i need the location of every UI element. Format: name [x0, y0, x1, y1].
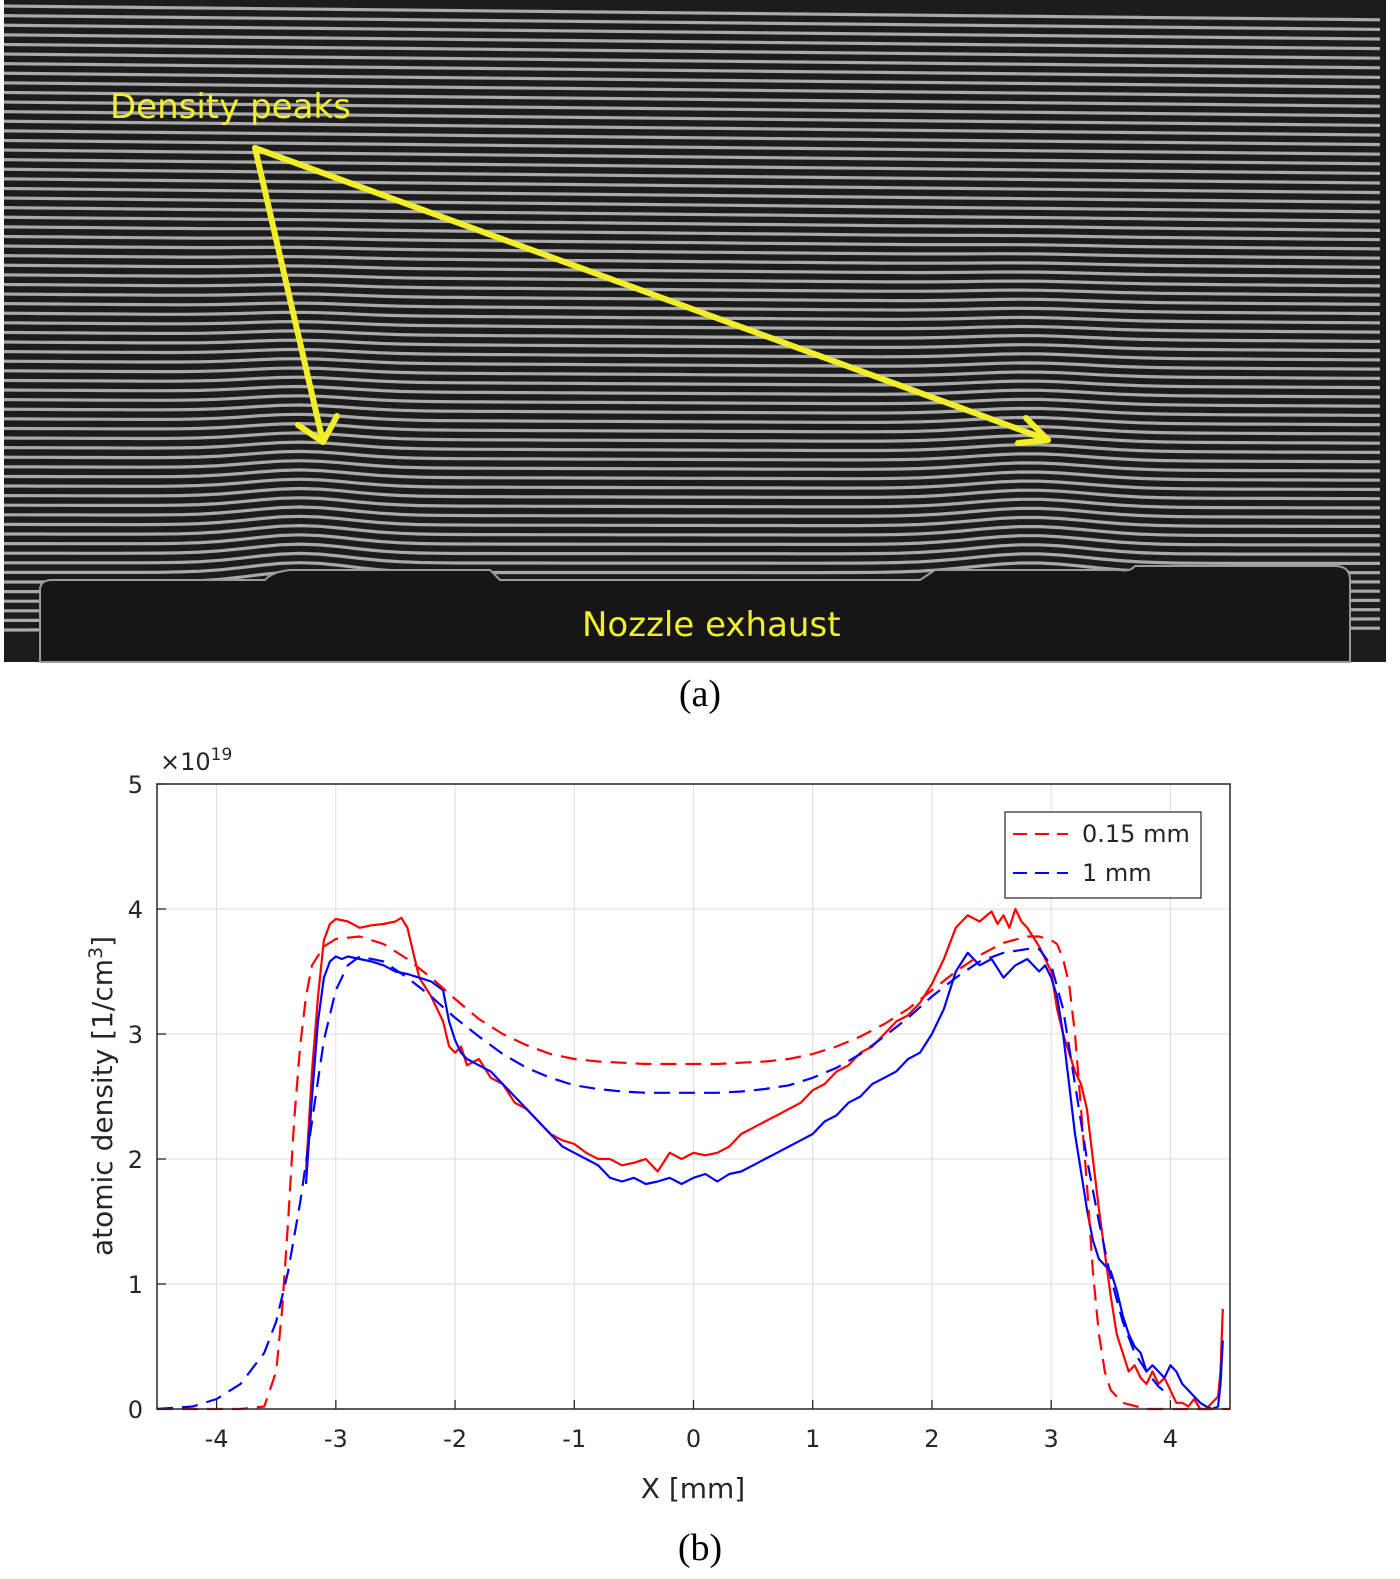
fringe-line — [4, 496, 1380, 510]
fringe-line — [4, 110, 1381, 127]
fringe-line — [4, 292, 1381, 306]
series-line-0-15-mm-solid — [304, 907, 1224, 1411]
fringe-line — [4, 23, 1381, 41]
fringe-line — [4, 384, 1381, 399]
fringe-line — [4, 62, 1381, 79]
density-profile-chart: -4 -3 -2 -1 0 1 2 3 4 0 1 2 3 4 5 ×1019 X [mm] atomic … — [85, 745, 1231, 1505]
fringe-line — [4, 514, 1380, 528]
y-tick-label: 5 — [128, 771, 143, 799]
series-line-1-mm-solid — [304, 951, 1224, 1411]
series-lines — [156, 907, 1230, 1411]
fringe-line — [4, 33, 1381, 51]
fringe-line — [4, 42, 1381, 60]
fringe-line — [4, 138, 1381, 156]
nozzle-exhaust-label: Nozzle exhaust — [582, 605, 841, 645]
fringe-line — [4, 4, 1381, 22]
fringe-line — [4, 254, 1381, 269]
fringe-line — [4, 449, 1381, 464]
fringe-line — [4, 523, 1381, 538]
fringe-line — [4, 319, 1381, 334]
fringe-line — [4, 394, 1381, 408]
fringe-line — [4, 338, 1381, 353]
density-peaks-arrows — [252, 145, 1051, 446]
arrow-to-left-peak — [252, 145, 326, 445]
legend: 0.15 mm 1 mm — [1004, 811, 1202, 899]
fringe-line — [4, 14, 1381, 31]
fringe-line — [4, 129, 1381, 147]
fringe-line — [4, 167, 1381, 185]
y-multiplier: ×1019 — [160, 745, 232, 776]
fringe-line — [4, 206, 1381, 223]
x-tick-label: 3 — [1044, 1425, 1059, 1453]
fringe-line — [4, 186, 1381, 204]
fringe-line — [4, 310, 1381, 325]
fringe-line — [4, 244, 1381, 260]
fringe-line — [4, 215, 1381, 232]
fringe-line — [4, 158, 1381, 175]
fringe-line — [4, 225, 1381, 242]
x-tick-label: 2 — [924, 1425, 939, 1453]
fringe-line — [4, 505, 1381, 519]
y-tick-label: 0 — [128, 1396, 143, 1424]
y-tick-label: 3 — [128, 1021, 143, 1049]
fringe-line — [4, 263, 1381, 279]
density-peaks-label: Density peaks — [110, 87, 351, 127]
arrow-to-right-peak — [252, 145, 1051, 443]
fringe-line — [4, 542, 1380, 556]
fringe-line — [4, 119, 1381, 137]
fringe-line — [4, 421, 1381, 436]
fringe-line — [4, 468, 1381, 482]
fringe-line — [4, 375, 1381, 390]
arrowhead-left-icon — [295, 413, 340, 445]
fringe-line — [4, 234, 1381, 251]
fringe-line — [4, 71, 1381, 89]
legend-label-1mm: 1 mm — [1082, 859, 1152, 887]
nozzle-exhaust-region — [39, 565, 1351, 663]
fringe-line — [4, 403, 1381, 417]
series-line-0-15-mm-dashed — [157, 935, 1230, 1411]
series-line-1-mm-dashed — [156, 947, 1172, 1411]
interferogram-image: Density peaks Nozzle exhaust — [4, 0, 1386, 663]
fringe-line — [4, 196, 1381, 214]
fringe-line — [4, 431, 1381, 445]
fringe-line — [4, 347, 1381, 362]
y-tick-label: 2 — [128, 1146, 143, 1174]
fringe-line — [4, 282, 1381, 297]
fringe-line — [4, 148, 1381, 166]
fringe-line — [4, 100, 1381, 118]
x-tick-label: 0 — [686, 1425, 701, 1453]
fringe-line — [4, 551, 1380, 565]
interference-fringes — [4, 4, 1381, 632]
fringe-line — [4, 486, 1381, 501]
fringe-line — [4, 477, 1380, 491]
x-tick-label: 1 — [805, 1425, 820, 1453]
fringe-line — [4, 366, 1381, 380]
fringe-line — [4, 81, 1381, 99]
axis-ticks: -4 -3 -2 -1 0 1 2 3 4 0 1 2 3 4 5 — [128, 771, 1178, 1453]
fringe-line — [4, 52, 1381, 70]
legend-box — [1004, 811, 1202, 899]
fringe-line — [4, 533, 1380, 547]
x-tick-label: -1 — [562, 1425, 586, 1453]
legend-label-0-15mm: 0.15 mm — [1082, 820, 1190, 848]
fringe-line — [4, 459, 1380, 473]
x-axis-label: X [mm] — [641, 1472, 745, 1505]
fringe-line — [4, 329, 1381, 343]
y-tick-label: 4 — [128, 896, 143, 924]
fringe-line — [4, 273, 1381, 288]
x-tick-label: -4 — [205, 1425, 229, 1453]
panel-a-label: (a) — [678, 673, 722, 715]
y-axis-label: atomic density [1/cm3] — [85, 936, 119, 1256]
fringe-line — [4, 90, 1381, 108]
fringe-line — [4, 440, 1381, 454]
fringe-line — [4, 412, 1381, 427]
arrowhead-right-icon — [1015, 415, 1051, 446]
x-tick-label: -3 — [324, 1425, 348, 1453]
panel-b-label: (b) — [677, 1527, 723, 1569]
fringe-line — [4, 357, 1381, 371]
x-tick-label: 4 — [1163, 1425, 1178, 1453]
fringe-line — [4, 177, 1381, 195]
y-tick-label: 1 — [128, 1271, 143, 1299]
x-tick-label: -2 — [443, 1425, 467, 1453]
